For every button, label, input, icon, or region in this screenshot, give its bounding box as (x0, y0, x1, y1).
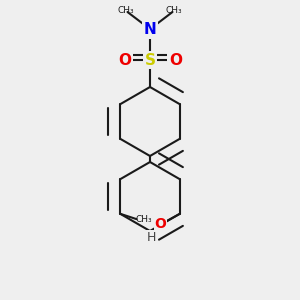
Text: CH₃: CH₃ (118, 6, 134, 15)
Text: N: N (144, 22, 156, 38)
Text: CH₃: CH₃ (166, 6, 182, 15)
Text: O: O (154, 217, 166, 231)
Text: O: O (169, 52, 182, 68)
Text: CH₃: CH₃ (135, 215, 152, 224)
Text: O: O (118, 52, 131, 68)
Text: H: H (147, 231, 156, 244)
Text: S: S (145, 52, 155, 68)
